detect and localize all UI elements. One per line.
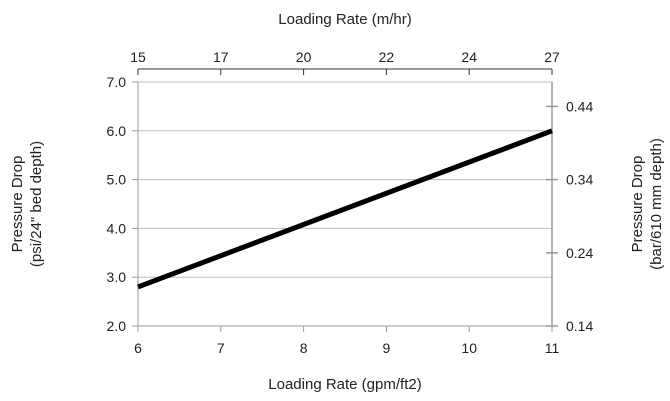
left-tick-label: 3.0 bbox=[107, 269, 127, 285]
left-tick-label: 7.0 bbox=[107, 74, 127, 90]
bottom-tick-label: 8 bbox=[300, 340, 308, 356]
left-axis-title-line2: (psi/24" bed depth) bbox=[28, 141, 45, 267]
gridlines bbox=[138, 81, 552, 327]
bottom-tick-label: 6 bbox=[134, 340, 142, 356]
top-tick-label: 15 bbox=[130, 49, 146, 65]
right-tick-label: 0.14 bbox=[566, 318, 593, 334]
right-tick-label: 0.34 bbox=[566, 172, 593, 188]
left-axis-title: Pressure Drop (psi/24" bed depth) bbox=[9, 141, 45, 267]
bottom-tick-label: 11 bbox=[545, 340, 560, 356]
bottom-tick-label: 7 bbox=[217, 340, 225, 356]
top-tick-label: 22 bbox=[379, 49, 395, 65]
left-tick-label: 4.0 bbox=[107, 220, 127, 236]
top-tick-label: 24 bbox=[461, 49, 477, 65]
axes bbox=[132, 68, 558, 332]
right-axis-title: Pressure Drop (bar/610 mm depth) bbox=[629, 138, 665, 270]
right-tick-label: 0.24 bbox=[566, 245, 593, 261]
left-tick-label: 6.0 bbox=[107, 123, 127, 139]
left-tick-label: 5.0 bbox=[107, 172, 127, 188]
left-axis-title-line1: Pressure Drop bbox=[9, 156, 26, 253]
series-line bbox=[137, 128, 553, 290]
tick-labels: 2.0 3.0 4.0 5.0 6.0 7.0 0.14 0.24 0.34 0.44 6 7 8 9 10… bbox=[107, 49, 594, 356]
left-tick-label: 2.0 bbox=[107, 318, 127, 334]
bottom-tick-label: 9 bbox=[383, 340, 391, 356]
right-axis-title-line1: Pressure Drop bbox=[629, 156, 646, 253]
top-tick-label: 27 bbox=[544, 49, 560, 65]
series bbox=[137, 128, 553, 290]
bottom-axis-title: Loading Rate (gpm/ft2) bbox=[268, 376, 421, 393]
bottom-tick-label: 10 bbox=[461, 340, 477, 356]
top-axis-title: Loading Rate (m/hr) bbox=[278, 11, 411, 28]
right-tick-label: 0.44 bbox=[566, 98, 593, 114]
right-axis-title-line2: (bar/610 mm depth) bbox=[648, 138, 665, 270]
top-tick-label: 20 bbox=[296, 49, 312, 65]
axis-titles: Loading Rate (m/hr) Loading Rate (gpm/ft2… bbox=[9, 11, 665, 393]
top-tick-label: 17 bbox=[213, 49, 229, 65]
